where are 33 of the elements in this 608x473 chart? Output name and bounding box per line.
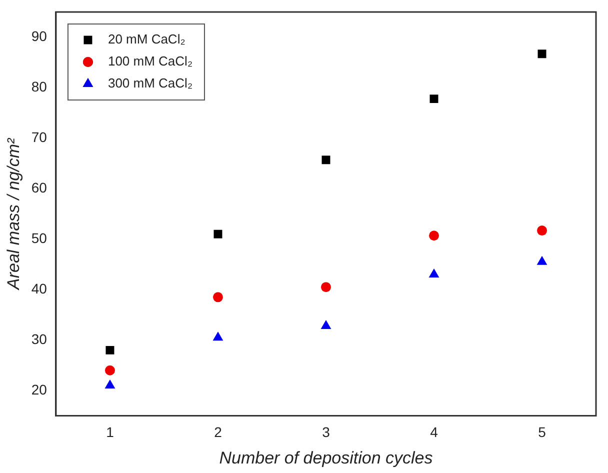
point <box>430 94 438 104</box>
point <box>428 268 440 278</box>
y-tick-label: 80 <box>31 78 48 95</box>
y-tick-label: 30 <box>31 330 48 347</box>
point <box>212 332 224 341</box>
point <box>104 365 115 376</box>
y-tick-label: 40 <box>31 280 48 296</box>
y-axis-title: Areal mass / ng/cm² <box>4 136 23 290</box>
y-tick-label: 90 <box>31 28 48 44</box>
legend-label: 300 mM CaCl₂ <box>108 76 192 91</box>
x-tick-label: 1 <box>106 424 114 440</box>
point <box>214 230 222 238</box>
point <box>428 230 439 241</box>
legend-label: 100 mM CaCl₂ <box>108 54 192 69</box>
y-tick-label: 60 <box>31 180 48 196</box>
point <box>536 226 547 236</box>
legend-label: 20 mM CaCl₂ <box>108 32 186 47</box>
point <box>536 256 548 265</box>
point <box>320 320 332 329</box>
point <box>104 380 116 389</box>
point <box>538 50 546 58</box>
point <box>106 346 114 354</box>
x-axis-title: Number of deposition cycles <box>219 448 434 468</box>
x-tick-label: 2 <box>214 424 222 440</box>
y-tick-label: 50 <box>31 230 48 246</box>
point <box>320 282 331 292</box>
x-tick-label: 5 <box>538 424 546 440</box>
x-tick-label: 3 <box>322 424 330 440</box>
point <box>322 156 330 164</box>
point <box>212 292 223 302</box>
y-tick-label: 70 <box>31 129 48 146</box>
y-tick-label: 20 <box>31 381 48 398</box>
x-tick-label: 4 <box>430 424 438 440</box>
